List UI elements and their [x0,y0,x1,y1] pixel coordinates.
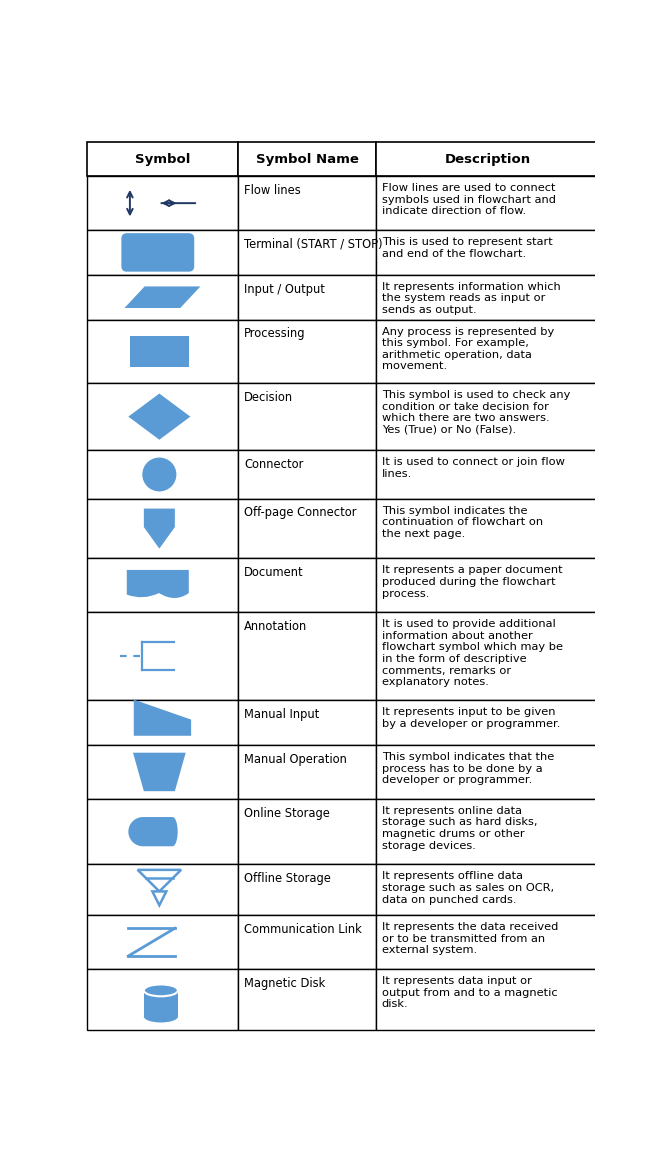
Ellipse shape [144,985,178,996]
Bar [376,700,599,745]
Ellipse shape [142,457,176,491]
Text: Off-page Connector: Off-page Connector [244,506,357,519]
Bar [238,700,376,745]
Bar [238,176,376,230]
Bar [238,230,376,275]
Text: Connector: Connector [244,457,303,471]
Bar [87,450,238,499]
Bar [376,275,599,319]
Polygon shape [153,892,167,906]
Bar [87,969,238,1030]
Polygon shape [133,752,186,791]
Text: It represents data input or
output from and to a magnetic
disk.: It represents data input or output from … [382,976,557,1009]
Bar [87,143,238,176]
Bar [87,319,238,383]
Polygon shape [128,394,190,440]
FancyBboxPatch shape [122,233,194,272]
Bar [87,745,238,799]
Text: Symbol Name: Symbol Name [256,153,359,166]
Text: Offline Storage: Offline Storage [244,872,331,885]
Bar [238,450,376,499]
Polygon shape [137,870,181,892]
Bar [144,990,178,1017]
Bar [238,558,376,612]
Text: Input / Output: Input / Output [244,282,325,296]
Bar [376,558,599,612]
Text: Document: Document [244,567,304,579]
Polygon shape [128,817,178,846]
Text: Symbol: Symbol [135,153,190,166]
Bar [87,383,238,450]
Text: Communication Link: Communication Link [244,923,362,936]
Text: It is used to provide additional
information about another
flowchart symbol whic: It is used to provide additional informa… [382,619,563,687]
Bar [376,230,599,275]
Bar [238,745,376,799]
Text: Terminal (START / STOP): Terminal (START / STOP) [244,238,383,251]
Text: It represents input to be given
by a developer or programmer.: It represents input to be given by a dev… [382,707,560,729]
Text: It represents information which
the system reads as input or
sends as output.: It represents information which the syst… [382,282,561,315]
Bar [238,275,376,319]
Text: Description: Description [445,153,531,166]
Text: This is used to represent start
and end of the flowchart.: This is used to represent start and end … [382,237,553,259]
Bar [87,230,238,275]
Bar [87,700,238,745]
Bar [238,383,376,450]
Bar [238,799,376,865]
Ellipse shape [144,1010,178,1023]
Text: Flow lines: Flow lines [244,183,301,197]
Bar [376,865,599,915]
Polygon shape [144,509,175,549]
Text: Flow lines are used to connect
symbols used in flowchart and
indicate direction : Flow lines are used to connect symbols u… [382,183,556,216]
Bar [376,745,599,799]
Bar [238,499,376,558]
Polygon shape [134,700,191,736]
Text: This symbol indicates the
continuation of flowchart on
the next page.: This symbol indicates the continuation o… [382,506,543,539]
Bar [130,336,189,367]
Bar [238,915,376,969]
Bar [238,143,376,176]
Bar [87,176,238,230]
Text: Annotation: Annotation [244,620,307,633]
Text: This symbol is used to check any
condition or take decision for
which there are : This symbol is used to check any conditi… [382,390,570,434]
Bar [87,612,238,700]
Bar [376,499,599,558]
Bar [87,799,238,865]
Bar [376,383,599,450]
Bar [238,319,376,383]
Bar [87,865,238,915]
Text: Online Storage: Online Storage [244,807,330,820]
Bar [238,969,376,1030]
Text: This symbol indicates that the
process has to be done by a
developer or programm: This symbol indicates that the process h… [382,752,554,785]
Bar [238,865,376,915]
Bar [376,143,599,176]
Polygon shape [124,287,200,308]
Bar [87,275,238,319]
Bar [87,499,238,558]
Text: Manual Operation: Manual Operation [244,752,347,766]
Text: It represents a paper document
produced during the flowchart
process.: It represents a paper document produced … [382,565,563,599]
Text: Manual Input: Manual Input [244,708,319,721]
Text: Decision: Decision [244,391,293,404]
Bar [376,176,599,230]
Bar [238,612,376,700]
Bar [87,915,238,969]
Bar [376,969,599,1030]
Text: It represents online data
storage such as hard disks,
magnetic drums or other
st: It represents online data storage such a… [382,806,537,851]
Text: Any process is represented by
this symbol. For example,
arithmetic operation, da: Any process is represented by this symbo… [382,326,554,372]
Bar [376,915,599,969]
Bar [376,612,599,700]
Bar [376,319,599,383]
Bar [87,558,238,612]
Text: Magnetic Disk: Magnetic Disk [244,976,325,989]
Bar [376,450,599,499]
Text: It represents offline data
storage such as sales on OCR,
data on punched cards.: It represents offline data storage such … [382,872,554,904]
Text: It is used to connect or join flow
lines.: It is used to connect or join flow lines… [382,457,564,478]
Bar [376,799,599,865]
PathPatch shape [127,570,189,598]
Text: It represents the data received
or to be transmitted from an
external system.: It represents the data received or to be… [382,922,558,956]
Text: Processing: Processing [244,327,305,340]
